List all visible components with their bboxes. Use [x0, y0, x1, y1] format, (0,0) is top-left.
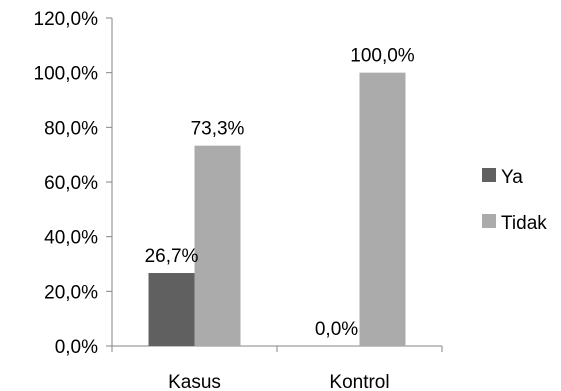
data-label: 26,7% [145, 246, 199, 267]
bar-tidak-kasus [194, 145, 241, 346]
bar-tidak-kontrol [359, 72, 406, 347]
y-axis: 0,0% 20,0% 40,0% 60,0% 80,0% 100,0% 120,0% [34, 9, 113, 358]
data-label: 73,3% [191, 119, 245, 140]
data-labels: 26,7% 0,0% 73,3% 100,0% [145, 46, 415, 340]
y-tick-label: 80,0% [44, 118, 98, 139]
legend: Ya Tidak [482, 167, 547, 234]
bar-ya-kasus [148, 273, 195, 346]
x-axis: Kasus Kontrol [111, 345, 443, 391]
y-tick-label: 100,0% [34, 64, 99, 85]
data-label: 100,0% [350, 46, 415, 67]
y-tick-label: 40,0% [44, 228, 98, 249]
legend-swatch-tidak [482, 214, 496, 228]
y-tick-label: 60,0% [44, 173, 98, 194]
bars [148, 72, 406, 347]
legend-label: Tidak [501, 213, 547, 234]
y-tick-label: 0,0% [55, 337, 98, 358]
y-tick-label: 120,0% [34, 9, 99, 30]
x-tick-label: Kontrol [329, 372, 389, 391]
legend-label: Ya [501, 167, 523, 188]
y-tick-label: 20,0% [44, 282, 98, 303]
data-label: 0,0% [315, 319, 358, 340]
legend-swatch-ya [482, 168, 496, 182]
x-tick-label: Kasus [168, 372, 221, 391]
